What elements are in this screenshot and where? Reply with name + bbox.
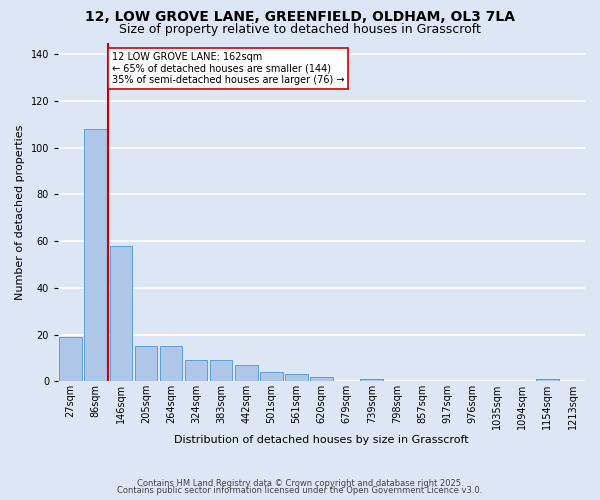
Bar [185,360,208,382]
Text: Contains public sector information licensed under the Open Government Licence v3: Contains public sector information licen… [118,486,482,495]
Bar [110,246,132,382]
Bar [85,129,107,382]
Text: 12 LOW GROVE LANE: 162sqm
← 65% of detached houses are smaller (144)
35% of semi: 12 LOW GROVE LANE: 162sqm ← 65% of detac… [112,52,344,85]
Bar [160,346,182,382]
Bar [210,360,232,382]
Text: Contains HM Land Registry data © Crown copyright and database right 2025.: Contains HM Land Registry data © Crown c… [137,478,463,488]
Bar [59,337,82,382]
Text: Size of property relative to detached houses in Grasscroft: Size of property relative to detached ho… [119,22,481,36]
Bar [536,379,559,382]
Bar [310,376,333,382]
Bar [260,372,283,382]
Bar [134,346,157,382]
Bar [235,365,257,382]
Bar [361,379,383,382]
X-axis label: Distribution of detached houses by size in Grasscroft: Distribution of detached houses by size … [174,435,469,445]
Text: 12, LOW GROVE LANE, GREENFIELD, OLDHAM, OL3 7LA: 12, LOW GROVE LANE, GREENFIELD, OLDHAM, … [85,10,515,24]
Y-axis label: Number of detached properties: Number of detached properties [15,124,25,300]
Bar [285,374,308,382]
